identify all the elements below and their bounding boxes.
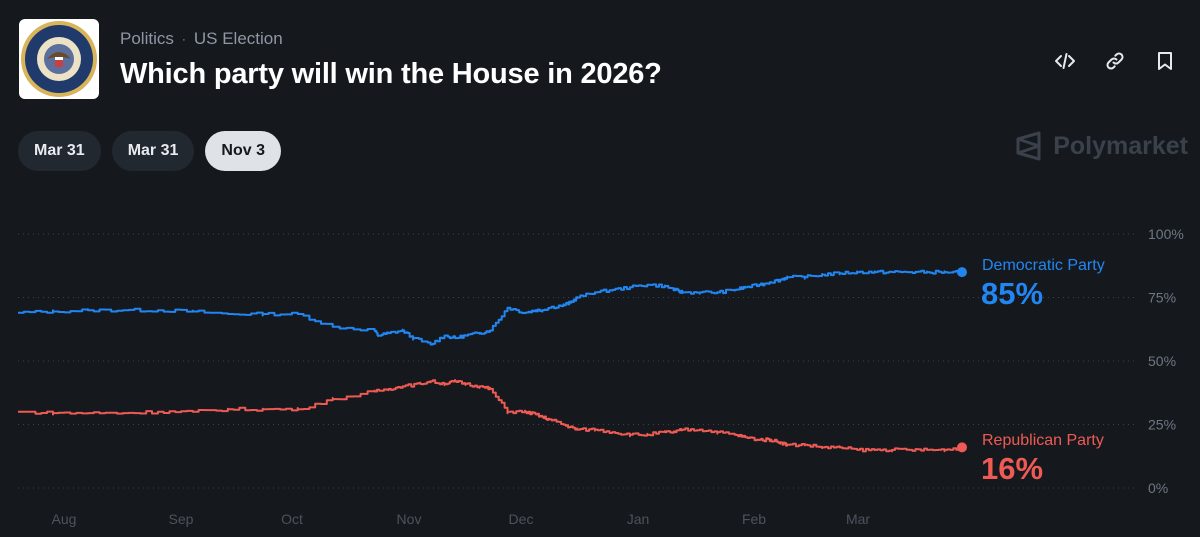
x-tick-label: Jan — [627, 511, 650, 527]
republican-legend-name: Republican Party — [982, 432, 1104, 449]
republican-series-line — [18, 379, 963, 453]
page-title: Which party will win the House in 2026? — [120, 58, 662, 90]
x-tick-label: Oct — [281, 511, 303, 527]
x-tick-label: Dec — [509, 511, 534, 527]
breadcrumb-separator: · — [181, 32, 186, 46]
republican-end-point — [957, 442, 967, 453]
date-tab-3[interactable]: Nov 3 — [205, 131, 281, 171]
x-tick-label: Mar — [846, 511, 870, 527]
embed-button[interactable] — [1052, 48, 1078, 74]
seal-icon — [21, 21, 97, 97]
chart-labels: Democratic Party 85% Republican Party 16% — [981, 257, 1105, 486]
code-icon — [1055, 53, 1075, 69]
polymarket-watermark: Polymarket — [1015, 131, 1188, 161]
breadcrumb: Politics · US Election — [120, 29, 283, 49]
y-tick-label: 50% — [1148, 353, 1176, 369]
x-tick-label: Feb — [742, 511, 766, 527]
democratic-legend-value: 85% — [981, 276, 1043, 311]
chart-x-axis: Aug Sep Oct Nov Dec Jan Feb Mar — [52, 511, 871, 527]
bookmark-icon — [1158, 52, 1172, 70]
house-seal-logo — [19, 19, 99, 99]
y-tick-label: 0% — [1148, 480, 1168, 496]
date-tabs: Mar 31 Mar 31 Nov 3 — [18, 131, 281, 171]
header-actions — [1052, 48, 1178, 74]
copy-link-button[interactable] — [1102, 48, 1128, 74]
breadcrumb-subcategory[interactable]: US Election — [193, 29, 283, 48]
date-tab-1[interactable]: Mar 31 — [18, 131, 101, 171]
democratic-series-line — [18, 269, 963, 346]
y-tick-label: 25% — [1148, 417, 1176, 433]
x-tick-label: Sep — [169, 511, 194, 527]
price-history-chart: 100% 75% 50% 25% 0% Democratic Party 85% Repub… — [18, 226, 1184, 527]
y-tick-label: 75% — [1148, 290, 1176, 306]
x-tick-label: Nov — [397, 511, 422, 527]
democratic-end-point — [957, 267, 967, 278]
brand-name: Polymarket — [1053, 131, 1188, 160]
link-icon — [1106, 52, 1124, 70]
y-tick-label: 100% — [1148, 226, 1184, 242]
x-tick-label: Aug — [52, 511, 77, 527]
chart-gridlines: 100% 75% 50% 25% 0% — [18, 226, 1184, 496]
bookmark-button[interactable] — [1152, 48, 1178, 74]
chart-lines — [18, 267, 967, 453]
democratic-legend-name: Democratic Party — [982, 257, 1105, 274]
breadcrumb-category[interactable]: Politics — [120, 29, 174, 48]
republican-legend-value: 16% — [981, 451, 1043, 486]
polymarket-logo-icon — [1016, 131, 1041, 161]
date-tab-2[interactable]: Mar 31 — [111, 131, 195, 171]
